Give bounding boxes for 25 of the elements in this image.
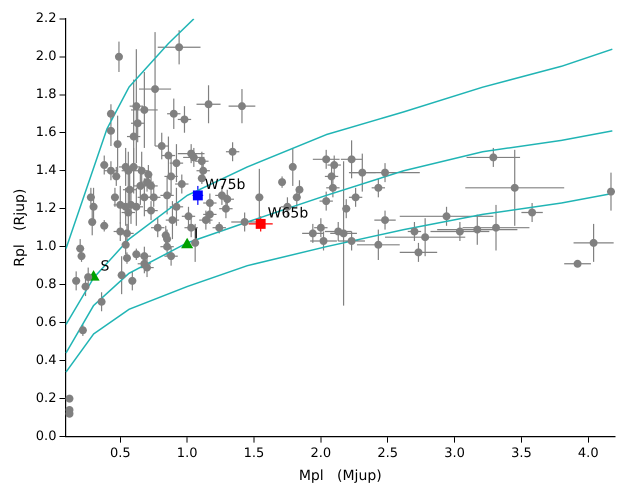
y-tick-label: 1.6 [36,125,56,140]
x-tick-label: 4.0 [578,446,599,461]
y-tick-label: 0.6 [36,315,56,330]
y-tick-label: 2.2 [36,11,56,26]
y-tick-label: 0.4 [36,353,56,368]
y-tick-label: 0.2 [36,390,56,406]
annotation: W65b [268,206,308,222]
x-tick-label: 1.5 [244,446,264,461]
x-tick-label: 0.5 [110,446,131,461]
x-axis-title: Mpl (Mjup) [298,468,382,484]
annotation: W75b [204,177,246,194]
x-tick-label: 2.5 [377,446,398,461]
x-tick-label: 3.5 [511,446,532,461]
y-tick-label: 2.0 [36,49,56,64]
x-tick-label: 1.0 [176,446,198,461]
y-tick-label: 1.2 [36,201,56,216]
y-tick-label: 1.8 [36,87,56,102]
x-tick-label: 3.0 [444,446,465,461]
y-tick-label: 0.8 [36,277,56,292]
y-tick-label: 0.0 [36,428,56,444]
x-tick-label: 2.0 [310,446,332,461]
y-axis-title: Rpl (Rjup) [12,188,28,267]
y-tick-label: 1.0 [36,239,56,254]
y-tick-label: 1.4 [36,163,56,178]
annotation: I [194,226,198,242]
